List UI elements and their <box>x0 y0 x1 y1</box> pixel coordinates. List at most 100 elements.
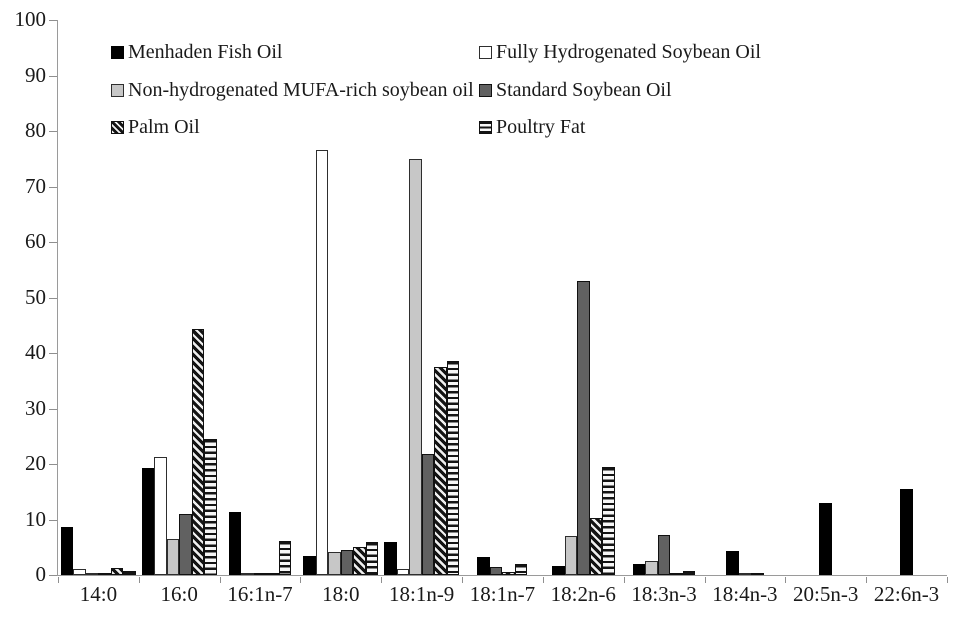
category-group-18-0: 18:0 <box>300 20 381 605</box>
bar-standard-soybean-oil <box>253 572 267 575</box>
category-group-14-0: 14:0 <box>58 20 139 605</box>
category-group-18-3n-3: 18:3n-3 <box>624 20 705 605</box>
bar-palm-oil <box>589 518 603 575</box>
y-axis-label: 30 <box>25 395 46 420</box>
y-axis-tick <box>49 131 57 132</box>
bar-fully-hydrogenated-soybean-oil <box>315 150 329 575</box>
plot-area: 14:0 16:0 16:1n-7 18:0 18:1n-9 18:1n-7 18:2n-6… <box>15 9 948 605</box>
bar-palm-oil <box>670 573 683 575</box>
y-axis-tick <box>49 20 57 21</box>
category-group-16-1n-7: 16:1n-7 <box>220 20 301 605</box>
category-group-18-1n-9: 18:1n-9 <box>381 20 462 605</box>
bar-menhaden-fish-oil <box>552 565 565 575</box>
y-axis-label: 10 <box>25 506 46 531</box>
category-group-18-1n-7: 18:1n-7 <box>462 20 543 605</box>
x-axis-tick <box>947 576 948 583</box>
legend-item-poultry-fat: Poultry Fat <box>479 117 585 137</box>
bar-menhaden-fish-oil <box>632 563 646 575</box>
x-axis-tick <box>300 576 302 583</box>
y-axis-label: 100 <box>14 7 47 32</box>
legend-swatch-non-hydrogenated-mufa-rich-soybean-oil <box>111 83 124 97</box>
x-axis-label: 18:1n-7 <box>469 582 536 606</box>
category-group-18-4n-3: 18:4n-3 <box>705 20 786 605</box>
legend-label-standard-soybean-oil: Standard Soybean Oil <box>496 79 672 101</box>
x-axis-tick <box>58 576 59 583</box>
bar-menhaden-fish-oil <box>303 555 316 575</box>
y-axis-label: 0 <box>35 562 47 587</box>
bar-fully-hydrogenated-soybean-oil <box>73 569 86 575</box>
x-axis-tick <box>138 576 140 583</box>
bar-standard-soybean-oil <box>98 573 111 575</box>
bar-standard-soybean-oil <box>340 550 354 575</box>
x-axis-tick <box>623 576 625 583</box>
y-axis-tick <box>49 575 57 576</box>
x-axis-label: 14:0 <box>79 582 118 606</box>
bar-poultry-fat <box>204 439 217 575</box>
x-axis-tick <box>542 576 544 583</box>
x-axis-label: 18:3n-3 <box>631 582 697 606</box>
y-axis-label: 60 <box>25 229 46 254</box>
x-axis-tick <box>866 576 868 583</box>
x-axis-label: 16:0 <box>160 582 198 606</box>
bar-non-hydrogenated-mufa-rich-soybean-oil <box>409 158 422 575</box>
x-axis-tick <box>219 576 221 583</box>
category-group-16-0: 16:0 <box>139 20 220 605</box>
bar-fully-hydrogenated-soybean-oil <box>241 573 254 575</box>
y-axis-label: 70 <box>25 173 46 198</box>
bar-palm-oil <box>110 568 124 575</box>
legend-item-fully-hydrogenated-soybean-oil: Fully Hydrogenated Soybean Oil <box>479 42 761 62</box>
bar-menhaden-fish-oil <box>726 550 739 575</box>
y-axis-tick <box>49 353 57 354</box>
legend-swatch-palm-oil <box>111 120 124 134</box>
bar-non-hydrogenated-mufa-rich-soybean-oil <box>166 538 180 575</box>
y-axis-tick <box>49 408 57 410</box>
bar-palm-oil <box>266 573 279 575</box>
bar-non-hydrogenated-mufa-rich-soybean-oil <box>645 561 658 575</box>
bar-menhaden-fish-oil <box>60 526 74 575</box>
x-axis-label: 18:4n-3 <box>712 582 778 606</box>
bar-standard-soybean-oil <box>751 573 764 575</box>
legend-item-menhaden-fish-oil: Menhaden Fish Oil <box>111 42 282 62</box>
bar-poultry-fat <box>278 540 292 575</box>
bar-non-hydrogenated-mufa-rich-soybean-oil <box>564 536 578 575</box>
x-axis-label: 18:0 <box>322 582 360 606</box>
legend-label-menhaden-fish-oil: Menhaden Fish Oil <box>128 41 283 63</box>
bar-non-hydrogenated-mufa-rich-soybean-oil <box>738 573 752 575</box>
legend-swatch-standard-soybean-oil <box>479 83 492 97</box>
x-axis-tick <box>704 576 706 583</box>
bar-menhaden-fish-oil <box>477 557 490 575</box>
y-axis-tick <box>49 464 57 465</box>
bar-non-hydrogenated-mufa-rich-soybean-oil <box>328 551 341 575</box>
bar-standard-soybean-oil <box>577 280 590 575</box>
bar-fully-hydrogenated-soybean-oil <box>396 569 410 575</box>
y-axis-tick <box>49 186 57 188</box>
bar-standard-soybean-oil <box>657 534 671 575</box>
legend-label-non-hydrogenated-mufa-rich-soybean-oil: Non-hydrogenated MUFA-rich soybean oil <box>128 79 474 101</box>
x-axis-label: 20:5n-3 <box>793 582 859 606</box>
legend-swatch-menhaden-fish-oil <box>111 45 124 59</box>
bar-poultry-fat <box>514 564 528 575</box>
bar-poultry-fat <box>682 571 696 575</box>
x-axis-tick <box>462 576 464 583</box>
x-axis-label: 16:1n-7 <box>227 582 293 606</box>
x-axis-label: 22:6n-3 <box>873 582 940 606</box>
legend-item-non-hydrogenated-mufa-rich-soybean-oil: Non-hydrogenated MUFA-rich soybean oil <box>111 80 474 100</box>
category-group-18-2n-6: 18:2n-6 <box>543 20 624 605</box>
bar-groups-container: 14:0 16:0 16:1n-7 18:0 18:1n-9 18:1n-7 18:2n-6… <box>58 20 947 605</box>
y-axis-label: 50 <box>25 284 46 309</box>
bar-standard-soybean-oil <box>179 513 192 575</box>
bar-menhaden-fish-oil <box>900 488 913 575</box>
y-axis-tick <box>49 519 57 521</box>
y-axis-label: 20 <box>25 451 46 476</box>
bar-menhaden-fish-oil <box>384 541 397 575</box>
bar-menhaden-fish-oil <box>228 511 242 575</box>
x-axis-label: 18:1n-9 <box>388 582 455 606</box>
bar-poultry-fat <box>365 541 379 575</box>
legend-label-fully-hydrogenated-soybean-oil: Fully Hydrogenated Soybean Oil <box>496 41 761 63</box>
category-group-20-5n-3: 20:5n-3 <box>785 20 866 605</box>
bar-standard-soybean-oil <box>421 454 435 575</box>
bar-poultry-fat <box>602 466 615 575</box>
bar-palm-oil <box>191 328 205 575</box>
y-axis-label: 40 <box>25 340 46 365</box>
